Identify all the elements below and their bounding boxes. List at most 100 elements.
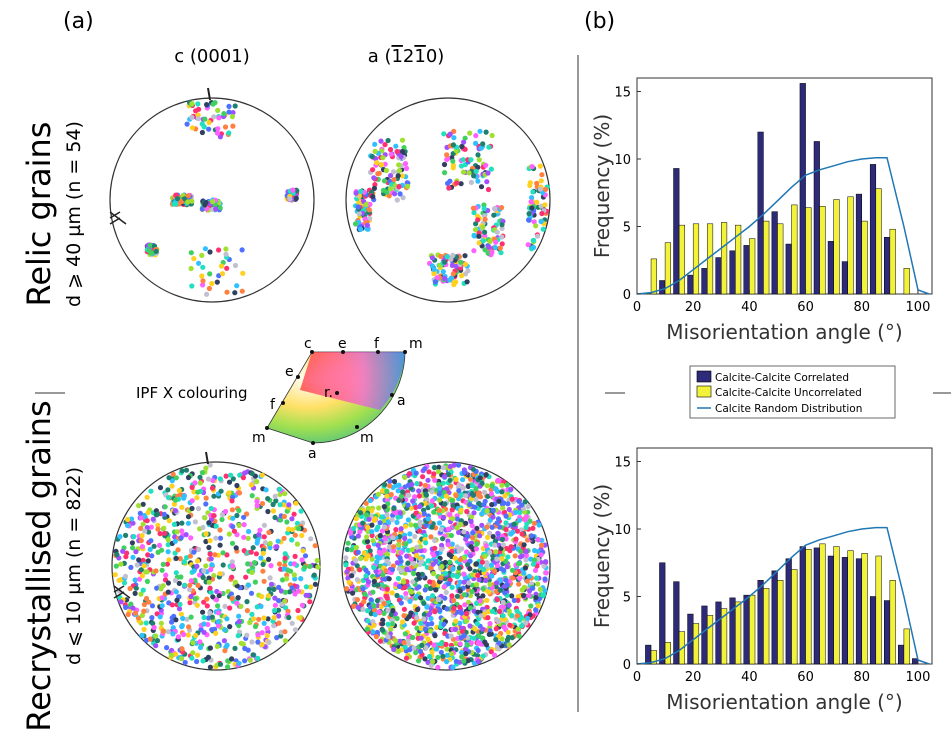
bar-correlated xyxy=(743,594,750,665)
pole-point xyxy=(447,511,453,518)
pole-point xyxy=(476,633,482,639)
plot-area xyxy=(636,77,933,295)
pole-point xyxy=(169,602,175,608)
pole-point xyxy=(179,624,185,630)
pole-point xyxy=(454,574,460,580)
pole-point xyxy=(159,567,165,573)
pole-point xyxy=(157,531,163,537)
pole-point xyxy=(312,581,318,587)
pole-point xyxy=(369,529,375,535)
pole-point xyxy=(249,639,255,645)
pole-point xyxy=(282,598,288,604)
pole-point xyxy=(165,537,171,543)
pole-point xyxy=(431,471,437,477)
pole-point xyxy=(411,571,417,577)
pole-point xyxy=(440,465,446,471)
pole-point xyxy=(468,640,474,646)
pole-point xyxy=(478,494,484,500)
pole-point xyxy=(396,184,402,190)
pole-point xyxy=(219,516,225,523)
pole-point xyxy=(268,563,274,569)
pole-point xyxy=(219,511,225,518)
pole-point xyxy=(513,536,519,542)
pole-point xyxy=(447,131,453,137)
pole-point xyxy=(428,534,434,540)
pole-point xyxy=(468,518,474,525)
bar-uncorrelated xyxy=(861,220,868,295)
bar-correlated xyxy=(673,168,680,295)
pole-point xyxy=(374,554,380,560)
pole-point xyxy=(414,481,420,487)
pole-point xyxy=(146,529,152,535)
pole-point xyxy=(370,194,376,200)
pole-point xyxy=(244,608,250,614)
pole-point xyxy=(181,493,187,499)
pole-point xyxy=(496,498,502,504)
pole-point xyxy=(529,164,535,170)
y-tick-label: 10 xyxy=(614,153,631,168)
pole-point xyxy=(463,651,469,657)
pole-point xyxy=(385,519,391,525)
pole-point xyxy=(495,516,502,522)
pole-point xyxy=(396,583,403,590)
pole-point xyxy=(442,576,448,582)
pole-point xyxy=(378,551,384,557)
pole-point xyxy=(453,658,459,664)
pole-point xyxy=(365,553,371,559)
y-axis-label: Frequency (%) xyxy=(590,484,614,628)
pole-point xyxy=(173,589,179,595)
pole-point xyxy=(365,544,372,550)
pole-point xyxy=(383,167,389,174)
pole-point xyxy=(226,109,232,115)
pole-point xyxy=(529,195,535,201)
pole-point xyxy=(176,580,182,587)
pole-point xyxy=(192,596,198,602)
pole-point xyxy=(370,629,376,635)
pole-point xyxy=(179,504,185,510)
pole-point xyxy=(457,641,463,647)
pole-point xyxy=(486,609,492,615)
pole-point xyxy=(215,623,222,629)
pole-point xyxy=(394,519,400,526)
pole-point xyxy=(132,577,138,583)
pole-point xyxy=(533,607,539,613)
pole-point xyxy=(384,189,390,195)
bar-uncorrelated xyxy=(721,222,728,295)
pole-point xyxy=(467,623,473,629)
pole-point xyxy=(133,549,139,555)
pole-point xyxy=(267,540,273,547)
pole-point xyxy=(170,471,176,477)
pole-point xyxy=(190,650,196,656)
pole-point xyxy=(379,528,385,534)
legend-swatch-correlated xyxy=(696,370,712,383)
pole-point xyxy=(207,585,213,591)
pole-point xyxy=(449,593,455,599)
pole-point xyxy=(442,571,449,577)
pole-point xyxy=(443,641,449,648)
pole-point xyxy=(513,509,519,515)
pole-point xyxy=(393,510,399,516)
pole-point xyxy=(367,201,373,207)
pole-point xyxy=(389,621,396,627)
bar-uncorrelated xyxy=(735,224,742,295)
pole-point xyxy=(387,478,393,484)
pole-point xyxy=(428,663,434,669)
pole-point xyxy=(448,256,454,262)
pole-point xyxy=(125,522,131,529)
pole-point xyxy=(471,635,477,641)
pole-point xyxy=(480,626,486,632)
pole-point xyxy=(131,534,137,540)
pole-point xyxy=(175,634,181,640)
pole-point xyxy=(173,475,179,481)
ipf-vertex-a-bottom: a xyxy=(308,446,317,462)
pole-point xyxy=(507,622,513,628)
pole-point xyxy=(449,507,455,513)
pole-point xyxy=(396,162,402,168)
pole-point xyxy=(447,277,453,283)
pole-point xyxy=(171,521,177,528)
pole-point xyxy=(470,492,476,498)
pole-point xyxy=(155,526,161,532)
pole-point xyxy=(276,598,282,604)
pole-point xyxy=(123,532,129,539)
pole-point xyxy=(357,567,363,573)
